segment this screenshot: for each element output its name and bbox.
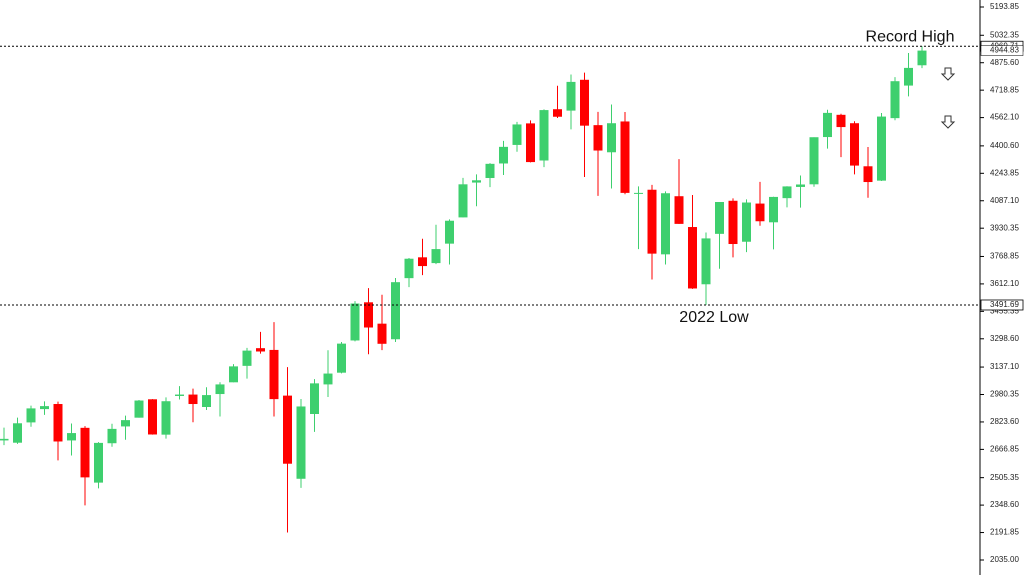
candle-body [782, 186, 792, 199]
y-tick-label: 3298.60 [990, 334, 1019, 343]
candle-body [715, 201, 724, 234]
y-tick-label: 2191.85 [990, 528, 1019, 537]
candle-body [458, 184, 468, 218]
y-tick-label: 5193.85 [990, 2, 1019, 11]
candle-body [377, 323, 387, 344]
candle-body [134, 400, 144, 418]
candle-body [323, 373, 333, 385]
candle-body [796, 184, 805, 187]
y-tick-label: 3612.10 [990, 279, 1019, 288]
y-tick-label: 3455.35 [990, 306, 1019, 315]
y-tick-label: 2348.60 [990, 500, 1019, 509]
candle-body [283, 395, 292, 464]
price-tag-label: 3491.69 [990, 300, 1019, 309]
candle-body [512, 124, 522, 145]
last-price-label: 4944.83 [990, 46, 1019, 55]
candle-body [391, 282, 400, 340]
candle-body [296, 406, 306, 479]
y-tick-label: 3137.10 [990, 362, 1019, 371]
candle-body [202, 395, 211, 407]
y-tick-label: 5032.35 [990, 30, 1019, 39]
candle-body [188, 394, 198, 405]
candle-body [661, 193, 670, 255]
candle-body [445, 220, 454, 244]
candle-body [364, 302, 373, 328]
candle-body [674, 196, 684, 224]
candle-body [850, 123, 859, 166]
candle-body [26, 408, 36, 423]
candle-body [0, 438, 9, 441]
y-tick-label: 2823.60 [990, 417, 1019, 426]
candle-body [431, 249, 441, 264]
y-tick-label: 3768.85 [990, 252, 1019, 261]
candle-body [229, 366, 238, 383]
y-tick-label: 2505.35 [990, 473, 1019, 482]
candle-body [647, 189, 657, 254]
candle-body [350, 303, 360, 341]
candle-body [40, 406, 49, 410]
candle-body [404, 258, 414, 279]
candle-body [890, 81, 900, 119]
candle-body [337, 343, 346, 373]
candle-body [634, 192, 643, 194]
candle-body [269, 349, 279, 400]
candle-body [701, 238, 711, 285]
y-tick-label: 4087.10 [990, 196, 1019, 205]
candle-body [53, 404, 63, 442]
candle-body [809, 137, 819, 185]
signal-arrow [940, 67, 956, 129]
candle-body [593, 125, 603, 151]
candle-body [67, 433, 76, 441]
candle-body [769, 196, 778, 223]
y-tick-label: 4243.85 [990, 168, 1019, 177]
candle-body [904, 67, 913, 86]
candle-body [688, 227, 697, 289]
candle-body [580, 79, 589, 126]
candle-body [148, 399, 157, 435]
candle-body [175, 394, 184, 396]
candle-body [526, 123, 535, 163]
candle-body [836, 114, 846, 128]
y-tick-label: 2035.00 [990, 555, 1019, 564]
y-tick-label: 4562.10 [990, 113, 1019, 122]
candle-body [728, 200, 738, 245]
candle-body [80, 427, 90, 478]
candle-body [418, 257, 427, 267]
candle-body [499, 146, 508, 164]
candle-body [917, 50, 927, 66]
candle-body [13, 423, 22, 443]
candle-body [823, 112, 832, 138]
candle-body [107, 428, 117, 444]
annotation: Record High [866, 28, 955, 45]
candle-body [566, 81, 576, 111]
candle-body [742, 202, 751, 242]
candle-body [620, 121, 630, 193]
y-tick-label: 4718.85 [990, 85, 1019, 94]
candle-body [485, 163, 495, 179]
candle-body [877, 116, 886, 181]
candle-body [121, 420, 130, 427]
candle-body [215, 384, 225, 395]
y-tick-label: 4875.60 [990, 58, 1019, 67]
candle-body [863, 166, 873, 183]
candle-body [242, 350, 252, 366]
y-tick-label: 2666.85 [990, 444, 1019, 453]
candle-body [539, 110, 549, 161]
y-tick-label: 2980.35 [990, 390, 1019, 399]
candle-body [94, 442, 103, 483]
candle-body [472, 180, 481, 183]
candle-body [607, 123, 616, 153]
price-tag [980, 299, 1024, 311]
annotation: 2022 Low [679, 309, 749, 326]
candle-body [755, 203, 765, 222]
candle-body [161, 401, 171, 435]
candle-body [310, 383, 319, 414]
y-tick-label: 3930.35 [990, 223, 1019, 232]
candle-body [256, 348, 265, 352]
y-tick-label: 4400.60 [990, 141, 1019, 150]
last-price-tag [980, 45, 1024, 56]
candle-body [553, 109, 562, 117]
